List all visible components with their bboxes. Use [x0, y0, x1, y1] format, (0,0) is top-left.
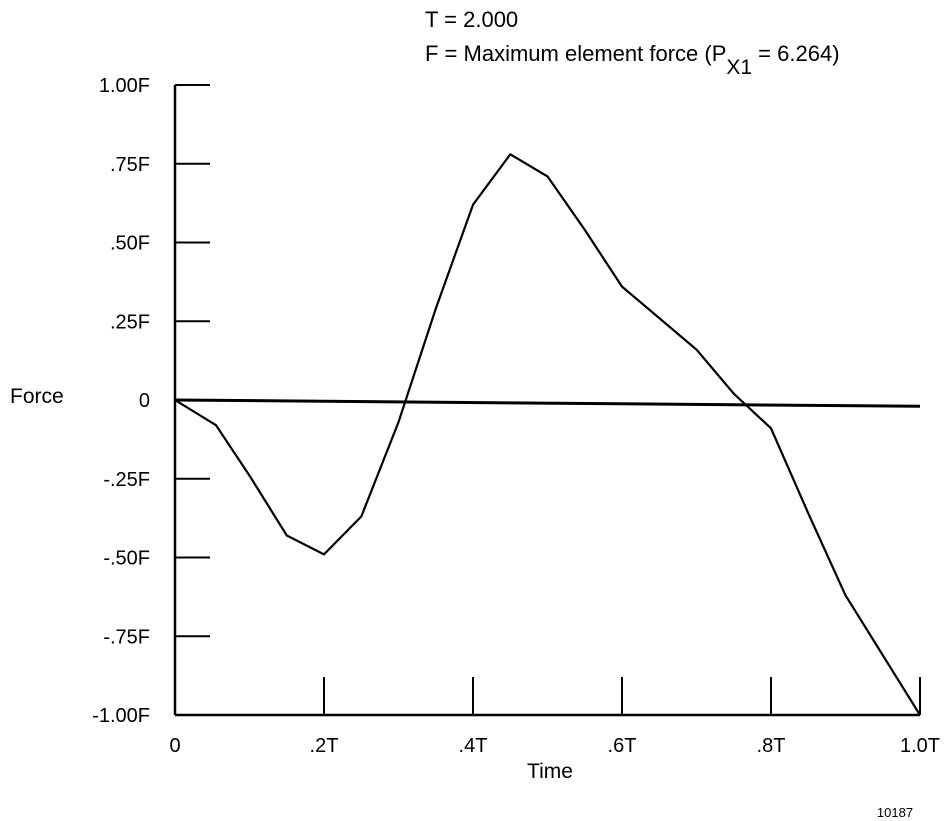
x-tick-label: 0: [169, 735, 180, 757]
force-series-line: [174, 153, 921, 716]
y-tick-label: .50F: [110, 233, 150, 255]
y-tick-label: .25F: [110, 311, 150, 333]
y-tick-label: -.75F: [103, 626, 150, 648]
max-force-text: F = Maximum element force (P: [425, 41, 726, 66]
x-axis-title: Time: [527, 760, 573, 783]
y-tick-label: -.25F: [103, 469, 150, 491]
y-tick-label: -1.00F: [92, 705, 150, 727]
axes-layer: [173, 84, 921, 717]
x-tick-label: .2T: [310, 735, 339, 757]
y-tick-label: 1.00F: [99, 75, 150, 97]
max-force-annotation: F = Maximum element force (PX1 = 6.264): [425, 41, 840, 79]
labels-layer: 1.00F .75F .50F .25F 0 -.25F -.50F -.75F -1.00F 0…: [92, 75, 940, 757]
x-tick-label: .4T: [459, 735, 488, 757]
x-tick-label: 1.0T: [900, 735, 940, 757]
y-tick-label: 0: [139, 390, 150, 412]
max-force-value: = 6.264): [752, 41, 839, 66]
y-axis-title: Force: [10, 385, 64, 408]
x-tick-label: .6T: [608, 735, 637, 757]
y-tick-label: .75F: [110, 154, 150, 176]
y-tick-label: -.50F: [103, 548, 150, 570]
max-force-subscript: X1: [726, 56, 752, 79]
figure-number: 10187: [877, 805, 913, 820]
zero-line: [174, 398, 921, 408]
x-tick-label: .8T: [757, 735, 786, 757]
period-annotation: T = 2.000: [425, 7, 518, 32]
series-layer: [174, 153, 921, 716]
